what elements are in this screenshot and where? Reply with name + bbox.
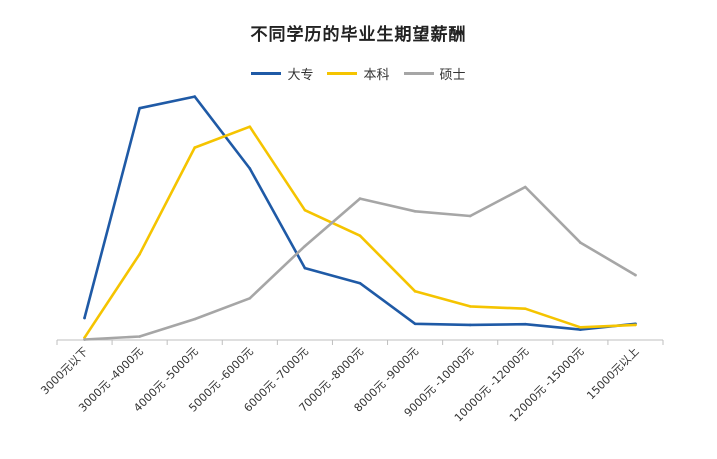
legend-swatch-dazhuan <box>251 72 282 75</box>
data-point-1-3 <box>248 125 252 129</box>
data-point-1-7 <box>468 305 472 308</box>
data-point-0-1 <box>138 106 141 110</box>
legend-item-dazhuan: 大专 <box>251 64 313 83</box>
data-point-1-1 <box>138 252 141 256</box>
legend-swatch-shuoshi <box>403 72 434 75</box>
data-point-0-7 <box>468 323 472 327</box>
legend-item-shuoshi: 硕士 <box>403 64 466 83</box>
data-point-0-2 <box>193 95 197 98</box>
data-point-0-4 <box>303 266 307 270</box>
data-point-2-7 <box>468 214 472 218</box>
data-point-2-8 <box>523 185 527 189</box>
data-point-0-5 <box>358 281 362 285</box>
data-point-2-9 <box>579 241 582 244</box>
data-point-2-2 <box>193 317 197 321</box>
data-point-1-10 <box>634 323 637 327</box>
data-point-2-10 <box>634 273 637 277</box>
data-point-2-3 <box>248 296 252 300</box>
data-point-1-6 <box>413 290 417 293</box>
data-point-0-6 <box>413 322 417 326</box>
data-point-0-0 <box>83 316 86 320</box>
series-line-1 <box>83 125 637 340</box>
data-point-1-5 <box>358 234 362 237</box>
data-point-1-9 <box>579 325 582 329</box>
data-point-1-2 <box>193 146 197 149</box>
data-point-0-8 <box>523 322 527 326</box>
legend-label-dazhuan: 大专 <box>287 68 314 83</box>
legend-label-shuoshi: 硕士 <box>439 68 466 83</box>
data-point-2-0 <box>83 338 86 341</box>
data-point-1-8 <box>523 307 527 311</box>
legend-swatch-benke <box>327 72 358 75</box>
legend-item-benke: 本科 <box>327 64 390 83</box>
data-point-2-6 <box>413 210 417 213</box>
series-line-2 <box>83 185 637 341</box>
data-point-2-5 <box>358 197 362 200</box>
data-point-1-4 <box>303 208 307 212</box>
chart-title: 不同学历的毕业生期望薪酬 <box>250 25 467 45</box>
data-point-0-9 <box>579 328 582 331</box>
data-point-2-1 <box>138 335 141 338</box>
data-point-0-3 <box>248 167 252 170</box>
data-point-2-4 <box>303 244 307 248</box>
x-tick-label: 3000元以下 <box>38 345 90 397</box>
x-tick-label: 15000元以上 <box>584 345 641 402</box>
legend-label-benke: 本科 <box>363 68 390 83</box>
legend: 大专 本科 硕士 <box>0 64 717 83</box>
